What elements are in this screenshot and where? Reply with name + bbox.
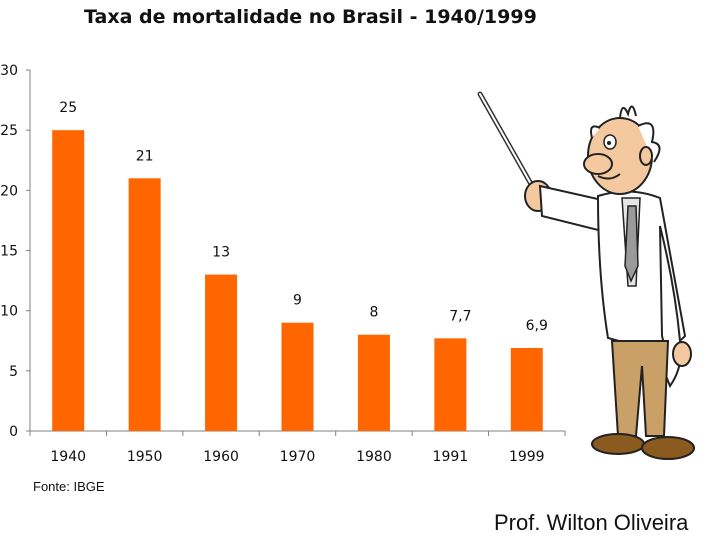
bar bbox=[510, 347, 543, 431]
professor-illustration bbox=[477, 91, 695, 460]
y-tick-label: 20 bbox=[0, 183, 18, 199]
source-note: Fonte: IBGE bbox=[33, 479, 105, 494]
x-tick-label: 1991 bbox=[433, 449, 469, 465]
chart-title: Taxa de mortalidade no Brasil - 1940/199… bbox=[84, 6, 537, 28]
bar bbox=[357, 334, 390, 431]
data-label: 25 bbox=[59, 100, 77, 116]
professor-icon bbox=[477, 91, 695, 460]
x-tick-label: 1950 bbox=[127, 449, 163, 465]
x-tick-label: 1940 bbox=[50, 449, 86, 465]
bar bbox=[128, 178, 161, 431]
data-label: 6,9 bbox=[526, 318, 548, 334]
bar bbox=[205, 274, 238, 431]
data-label: 9 bbox=[293, 293, 302, 309]
x-tick-label: 1960 bbox=[203, 449, 239, 465]
bar bbox=[281, 322, 314, 431]
data-label: 13 bbox=[212, 245, 230, 261]
bar bbox=[52, 130, 85, 431]
y-tick-label: 15 bbox=[0, 244, 18, 260]
bar bbox=[434, 338, 467, 431]
data-label: 21 bbox=[136, 148, 154, 164]
y-tick-label: 25 bbox=[0, 123, 18, 139]
y-tick-label: 10 bbox=[0, 304, 18, 320]
y-tick-label: 0 bbox=[9, 424, 18, 440]
author-name: Prof. Wilton Oliveira bbox=[494, 510, 689, 535]
x-tick-label: 1999 bbox=[509, 449, 545, 465]
x-tick-label: 1970 bbox=[280, 449, 316, 465]
data-label: 8 bbox=[369, 305, 378, 321]
y-tick-label: 30 bbox=[0, 63, 18, 79]
y-tick-label: 5 bbox=[9, 364, 18, 380]
data-label: 7,7 bbox=[449, 308, 471, 324]
x-tick-label: 1980 bbox=[356, 449, 392, 465]
